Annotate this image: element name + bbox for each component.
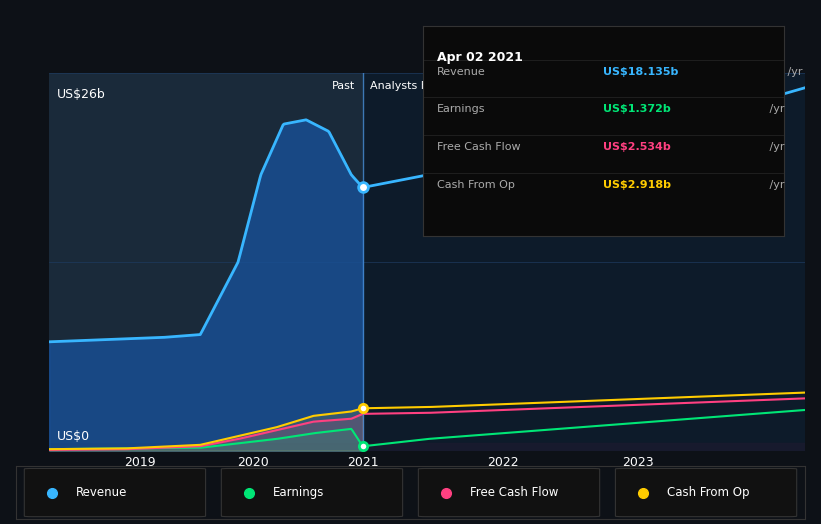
- Text: Free Cash Flow: Free Cash Flow: [470, 486, 558, 499]
- Text: Cash From Op: Cash From Op: [667, 486, 749, 499]
- Bar: [363, 73, 805, 451]
- FancyBboxPatch shape: [222, 468, 402, 517]
- Bar: [49, 443, 805, 465]
- Text: US$2.534b: US$2.534b: [603, 142, 672, 152]
- Text: /yr: /yr: [766, 104, 785, 114]
- Bar: [49, 73, 363, 451]
- Text: US$0: US$0: [57, 430, 90, 443]
- Text: US$2.918b: US$2.918b: [603, 180, 672, 190]
- Text: /yr: /yr: [784, 67, 803, 77]
- Text: Revenue: Revenue: [76, 486, 127, 499]
- Text: /yr: /yr: [766, 142, 785, 152]
- Text: Cash From Op: Cash From Op: [438, 180, 515, 190]
- FancyBboxPatch shape: [25, 468, 205, 517]
- FancyBboxPatch shape: [419, 468, 599, 517]
- Text: Apr 02 2021: Apr 02 2021: [438, 51, 523, 64]
- Text: /yr: /yr: [766, 180, 785, 190]
- Text: Earnings: Earnings: [438, 104, 486, 114]
- Text: Past: Past: [332, 81, 355, 91]
- Text: Earnings: Earnings: [273, 486, 324, 499]
- Text: US$18.135b: US$18.135b: [603, 67, 679, 77]
- Text: US$26b: US$26b: [57, 88, 106, 101]
- Text: Free Cash Flow: Free Cash Flow: [438, 142, 521, 152]
- FancyBboxPatch shape: [616, 468, 796, 517]
- Text: US$1.372b: US$1.372b: [603, 104, 672, 114]
- Text: Revenue: Revenue: [438, 67, 486, 77]
- Text: Analysts Forecasts: Analysts Forecasts: [370, 81, 474, 91]
